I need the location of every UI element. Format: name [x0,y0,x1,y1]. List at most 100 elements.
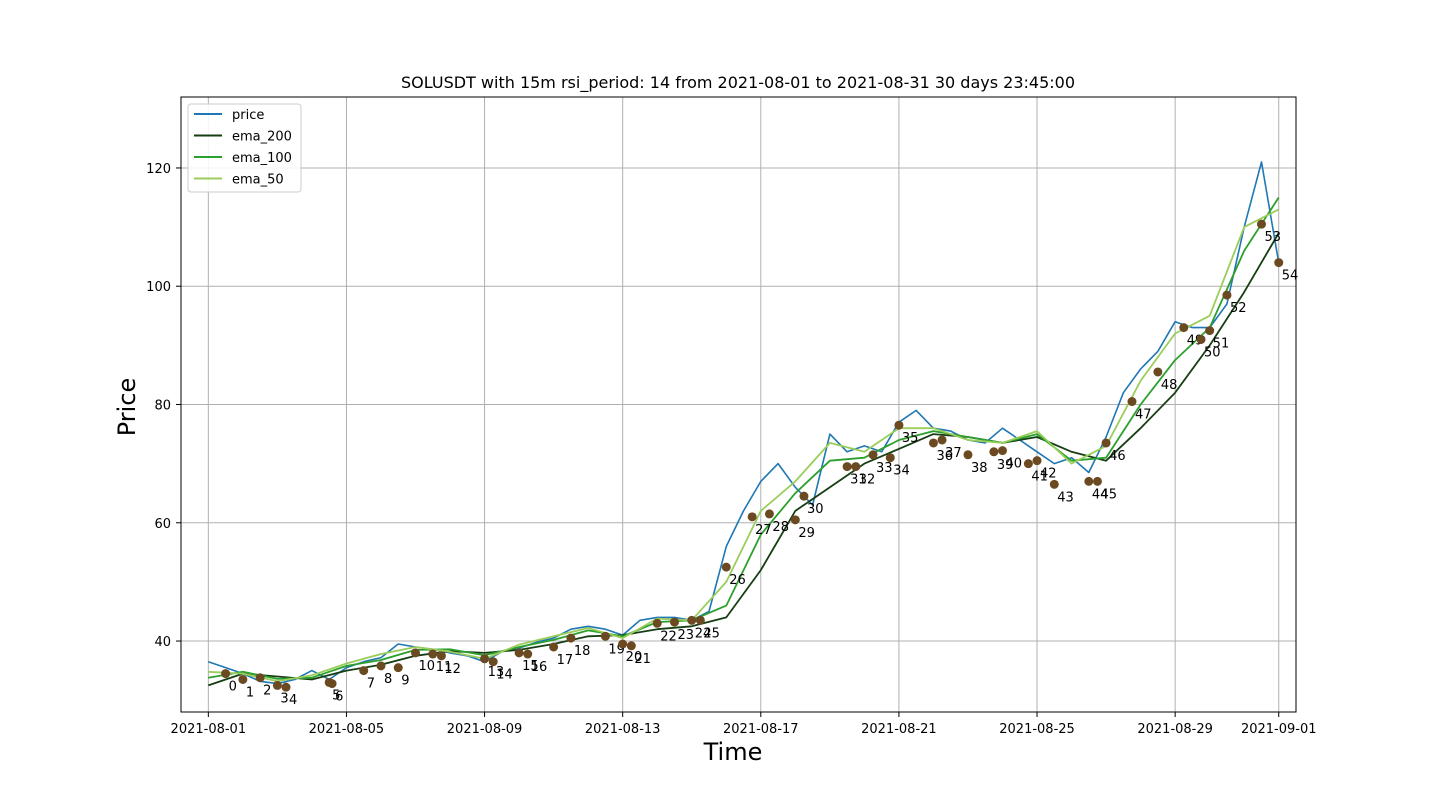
signal-marker-label: 43 [1057,490,1074,505]
y-tick-label: 80 [154,399,171,414]
signal-marker-label: 3 [280,691,288,706]
signal-marker-label: 15 [522,659,539,674]
signal-marker [327,679,337,689]
legend-label: ema_200 [232,130,292,145]
signal-marker-label: 10 [419,659,436,674]
legend-label: ema_50 [232,173,284,188]
signal-marker [514,648,524,658]
y-axis: 40 60 80 100 120 [146,162,181,650]
signal-marker-label: 7 [367,677,375,692]
signal-marker [652,618,662,628]
signal-marker-label: 42 [1040,467,1057,482]
signal-marker-label: 34 [893,464,910,479]
signal-marker [1222,290,1232,300]
signal-marker [1256,219,1266,229]
signal-marker-label: 13 [488,665,505,680]
signal-marker-label: 32 [859,473,876,488]
series-ema-50-line [208,208,1280,683]
signal-marker-label: 46 [1109,449,1126,464]
signal-marker-label: 35 [902,431,919,446]
x-tick-label: 2021-08-01 [171,722,247,737]
legend-label: price [232,108,264,123]
signal-marker-label: 30 [807,502,824,517]
signal-marker [885,453,895,463]
signal-marker [480,654,490,664]
signal-marker-label: 25 [703,626,720,641]
series-ema-200-line [208,232,1280,687]
legend-box [187,103,302,193]
signal-marker [695,615,705,625]
signal-marker [1023,459,1033,469]
signal-marker [1032,456,1042,466]
signal-marker-label: 47 [1135,408,1152,423]
signal-marker-label: 14 [496,668,513,683]
signal-marker-label: 29 [798,526,815,541]
x-tick-label: 2021-08-17 [723,722,799,737]
signal-marker-label: 8 [384,672,392,687]
signal-marker [747,512,757,522]
signal-marker-label: 40 [1006,457,1023,472]
signal-marker [1179,323,1189,333]
signal-marker [523,649,533,659]
signal-marker-label: 45 [1100,487,1117,502]
x-tick-label: 2021-08-09 [447,722,523,737]
x-axis: 2021-08-01 2021-08-05 2021-08-09 2021-08-13… [171,712,1317,737]
y-tick-label: 60 [154,517,171,532]
signal-marker-label: 16 [531,660,548,675]
signal-marker [428,649,438,659]
signal-marker [842,462,852,472]
x-tick-label: 2021-08-13 [585,722,661,737]
signal-marker [1274,258,1284,268]
signal-marker [799,491,809,501]
signal-marker-label: 48 [1161,378,1178,393]
signal-marker-label: 23 [677,628,694,643]
signal-marker [238,674,248,684]
signal-marker [687,615,697,625]
signal-marker [359,666,369,676]
signal-marker-label: 36 [936,449,953,464]
signal-marker-label: 37 [945,446,962,461]
signal-marker-label: 50 [1204,345,1221,360]
signal-marker-label: 24 [695,626,712,641]
signal-marker-label: 51 [1213,337,1230,352]
signal-marker [566,633,576,643]
signal-marker-label: 54 [1282,269,1299,284]
signal-marker-label: 1 [246,685,254,700]
signal-marker-label: 22 [660,629,677,644]
signal-marker [998,446,1008,456]
signal-marker-label: 39 [997,458,1014,473]
signal-marker-label: 52 [1230,301,1247,316]
signal-marker-label: 4 [289,693,297,708]
series-layer [208,161,1280,687]
y-tick-label: 100 [146,280,171,295]
signal-marker [1101,438,1111,448]
signal-marker-label: 9 [401,674,409,689]
signal-marker [928,438,938,448]
chart-title: SOLUSDT with 15m rsi_period: 14 from 202… [401,73,1075,93]
x-tick-label: 2021-08-05 [309,722,385,737]
signal-marker-label: 31 [850,473,867,488]
signal-marker [1049,479,1059,489]
signal-marker-label: 44 [1092,487,1109,502]
signal-marker [894,420,904,430]
signal-marker-label: 2 [263,684,271,699]
signal-marker [549,642,559,652]
legend: price ema_200 ema_100 ema_50 [187,103,302,193]
signal-marker-label: 41 [1031,470,1048,485]
signal-marker [1153,367,1163,377]
signal-marker [721,562,731,572]
signal-marker-label: 33 [876,461,893,476]
signal-marker [851,462,861,472]
signal-marker [764,509,774,519]
signal-marker [393,663,403,673]
signal-marker [1205,326,1215,336]
signal-marker-label: 26 [729,573,746,588]
signal-marker [600,631,610,641]
signal-marker [868,450,878,460]
signal-marker-label: 11 [436,660,453,675]
signal-marker [790,515,800,525]
signal-marker-label: 20 [626,650,643,665]
x-tick-label: 2021-09-01 [1241,722,1317,737]
